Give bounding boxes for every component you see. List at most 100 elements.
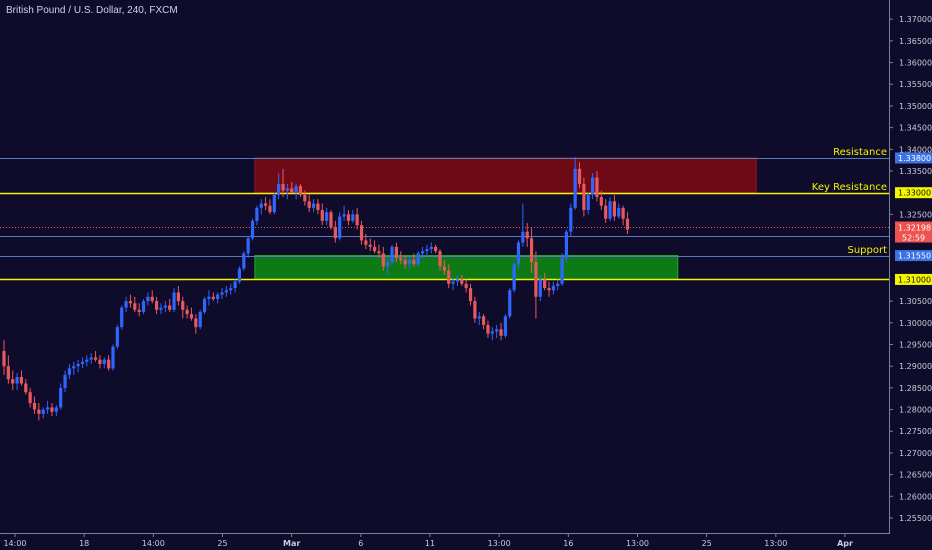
candle xyxy=(516,240,521,269)
candle xyxy=(420,246,425,258)
price-tick-label: 1.35500 xyxy=(899,80,932,89)
candle xyxy=(67,364,71,380)
candle-body xyxy=(342,214,346,217)
current-price-badge xyxy=(895,221,932,243)
time-tick-label: 14:00 xyxy=(142,539,165,548)
level-price-badge-text: 1.31550 xyxy=(898,252,931,261)
candle-body xyxy=(346,214,351,221)
candle-body xyxy=(32,403,37,410)
candle xyxy=(412,253,416,267)
level-price-badge-text: 1.33800 xyxy=(898,154,931,163)
candle-body xyxy=(15,377,19,384)
candle xyxy=(451,277,455,291)
candle xyxy=(63,370,67,393)
candle-body xyxy=(242,253,246,269)
candle xyxy=(172,288,176,312)
candle-body xyxy=(521,231,525,243)
candle-body xyxy=(329,212,333,228)
candle xyxy=(59,383,63,410)
candle xyxy=(303,190,307,206)
candle xyxy=(482,314,486,330)
candle-body xyxy=(255,207,259,221)
candle-body xyxy=(538,279,542,297)
candle xyxy=(277,173,281,200)
candle xyxy=(351,210,355,224)
candle-body xyxy=(381,253,385,267)
candle xyxy=(80,357,85,369)
price-tick-label: 1.28500 xyxy=(899,384,932,393)
price-tick-label: 1.32500 xyxy=(899,210,932,219)
candle-body xyxy=(512,264,516,291)
candle xyxy=(120,305,124,330)
candle-body xyxy=(499,329,503,336)
candle xyxy=(19,370,24,386)
candle xyxy=(220,288,224,299)
candle-body xyxy=(194,318,198,328)
candle-body xyxy=(373,246,377,252)
candle xyxy=(512,262,516,293)
candle-body xyxy=(390,246,394,263)
candle-body xyxy=(224,290,228,293)
candle-body xyxy=(311,203,316,208)
candle-body xyxy=(246,238,250,254)
candle xyxy=(146,292,150,306)
candle-body xyxy=(482,316,486,325)
candle xyxy=(259,199,263,215)
candle-body xyxy=(525,231,529,239)
candles-layer xyxy=(2,157,630,421)
candle-body xyxy=(403,259,407,265)
candle-body xyxy=(412,259,416,265)
price-tick-label: 1.34500 xyxy=(899,124,932,133)
candle xyxy=(377,244,381,258)
candle xyxy=(612,194,616,221)
candle-body xyxy=(486,324,490,334)
candle xyxy=(477,311,481,325)
candle-body xyxy=(159,307,163,310)
price-tick-label: 1.35000 xyxy=(899,102,932,111)
candle xyxy=(403,255,407,269)
level-price-badge xyxy=(895,273,932,285)
candle xyxy=(359,220,364,245)
candle xyxy=(604,199,608,224)
candle xyxy=(15,372,19,391)
candle xyxy=(298,184,303,198)
candle-body xyxy=(98,359,102,365)
time-tick-label: 25 xyxy=(702,539,712,548)
candle-body xyxy=(434,246,438,252)
candle xyxy=(586,192,590,215)
candle xyxy=(447,264,451,289)
time-tick-label: 25 xyxy=(217,539,227,548)
candle-body xyxy=(351,214,355,221)
candle-body xyxy=(438,251,442,267)
candle-body xyxy=(268,205,272,213)
time-axis[interactable]: 14:00 18 14:00 25 Mar 6 11 13:00 16 13:00 25 13:00 A… xyxy=(3,533,853,548)
candle xyxy=(560,253,564,286)
candle xyxy=(111,344,115,371)
price-tick-label: 1.36500 xyxy=(899,37,932,46)
candle xyxy=(115,324,119,349)
candle xyxy=(41,407,45,419)
candle-body xyxy=(355,214,359,226)
candle xyxy=(285,184,289,200)
candle xyxy=(338,212,342,241)
candle-body xyxy=(202,298,207,312)
candle-body xyxy=(6,366,10,380)
price-tick-label: 1.36000 xyxy=(899,59,932,68)
candle-body xyxy=(468,288,473,302)
price-axis[interactable]: 1.37000 1.36500 1.36000 1.35500 1.35000 1.345… xyxy=(889,15,932,523)
level-price-badge xyxy=(895,250,932,262)
candle-body xyxy=(277,184,281,195)
candle-body xyxy=(141,301,146,312)
candle xyxy=(2,340,6,375)
candle xyxy=(124,296,128,312)
candle xyxy=(429,242,433,254)
candle xyxy=(399,251,403,265)
candle xyxy=(538,275,542,302)
candle-body xyxy=(264,203,268,206)
candle xyxy=(202,296,207,315)
candle xyxy=(416,251,420,267)
candle xyxy=(342,205,346,221)
candle xyxy=(608,197,612,221)
candle-body xyxy=(259,203,263,208)
